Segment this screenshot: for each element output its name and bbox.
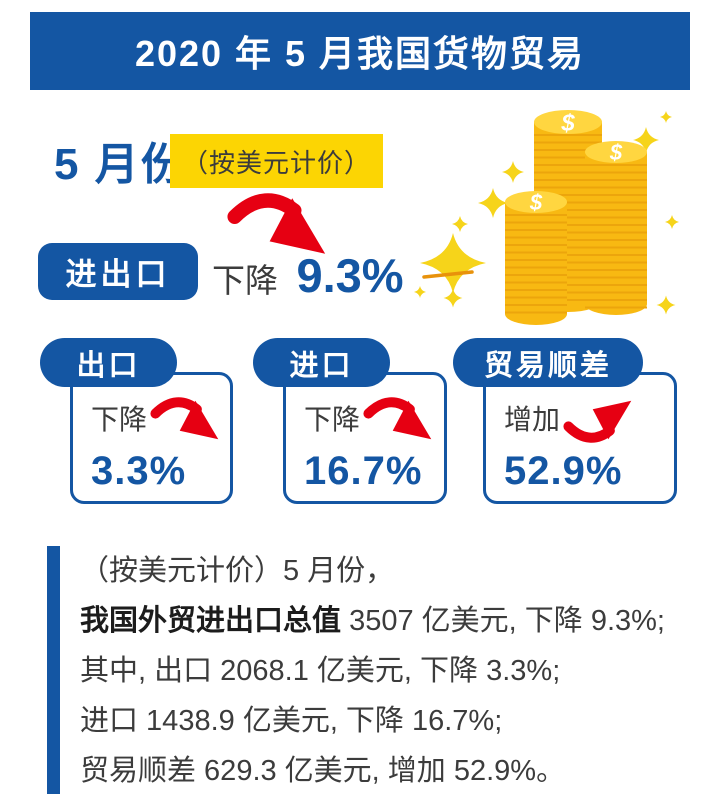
summary-line-2-bold: 我国外贸进出口总值 (80, 605, 342, 637)
import-card: 下降 16.7% (283, 372, 447, 504)
up-trend-arrow-icon (563, 400, 632, 443)
usd-note-badge: （按美元计价） (170, 134, 383, 188)
summary-line-3: 其中, 出口 2068.1 亿美元, 下降 3.3%; (80, 655, 561, 687)
total-trade-value: 9.3% (296, 249, 404, 302)
import-direction: 下降 (304, 404, 361, 435)
summary-block: （按美元计价）5 月份， 我国外贸进出口总值 3507 亿美元, 下降 9.3%… (80, 546, 710, 796)
surplus-tab: 贸易顺差 (453, 338, 643, 387)
surplus-direction: 增加 (504, 404, 561, 435)
import-tab: 进口 (253, 338, 390, 387)
down-trend-arrow-icon (363, 397, 432, 440)
import-value: 16.7% (304, 449, 423, 493)
summary-line-2: 我国外贸进出口总值 3507 亿美元, 下降 9.3%; (80, 596, 710, 646)
surplus-card: 增加 52.9% (483, 372, 677, 504)
dollar-sign: $ (560, 110, 575, 137)
coin-stack-illustration: $ $ $ (408, 100, 713, 325)
coin-stack-front: $ (505, 190, 567, 325)
summary-accent-bar (47, 546, 60, 794)
export-card: 下降 3.3% (70, 372, 233, 504)
coin-stack-right: $ (585, 140, 647, 315)
total-trade-stat: 下降 9.3% (212, 248, 404, 303)
summary-line-1: （按美元计价）5 月份， (80, 555, 395, 587)
surplus-value: 52.9% (504, 449, 623, 493)
export-direction: 下降 (91, 404, 148, 435)
month-label: 5 月份 (54, 140, 187, 189)
total-trade-pill: 进出口 (38, 243, 198, 300)
down-trend-arrow-icon (150, 397, 219, 440)
summary-line-2-rest: 3507 亿美元, 下降 9.3%; (341, 605, 665, 637)
dollar-sign: $ (609, 140, 623, 165)
header-banner: 2020 年 5 月我国货物贸易 (30, 12, 690, 90)
export-value: 3.3% (91, 449, 187, 493)
export-tab: 出口 (40, 338, 177, 387)
dollar-sign: $ (529, 190, 543, 215)
page-title: 2020 年 5 月我国货物贸易 (134, 33, 586, 74)
total-trade-direction: 下降 (212, 262, 278, 299)
summary-line-5: 贸易顺差 629.3 亿美元, 增加 52.9%。 (80, 755, 566, 787)
down-trend-arrow-icon (227, 193, 326, 254)
summary-line-4: 进口 1438.9 亿美元, 下降 16.7%; (80, 705, 503, 737)
